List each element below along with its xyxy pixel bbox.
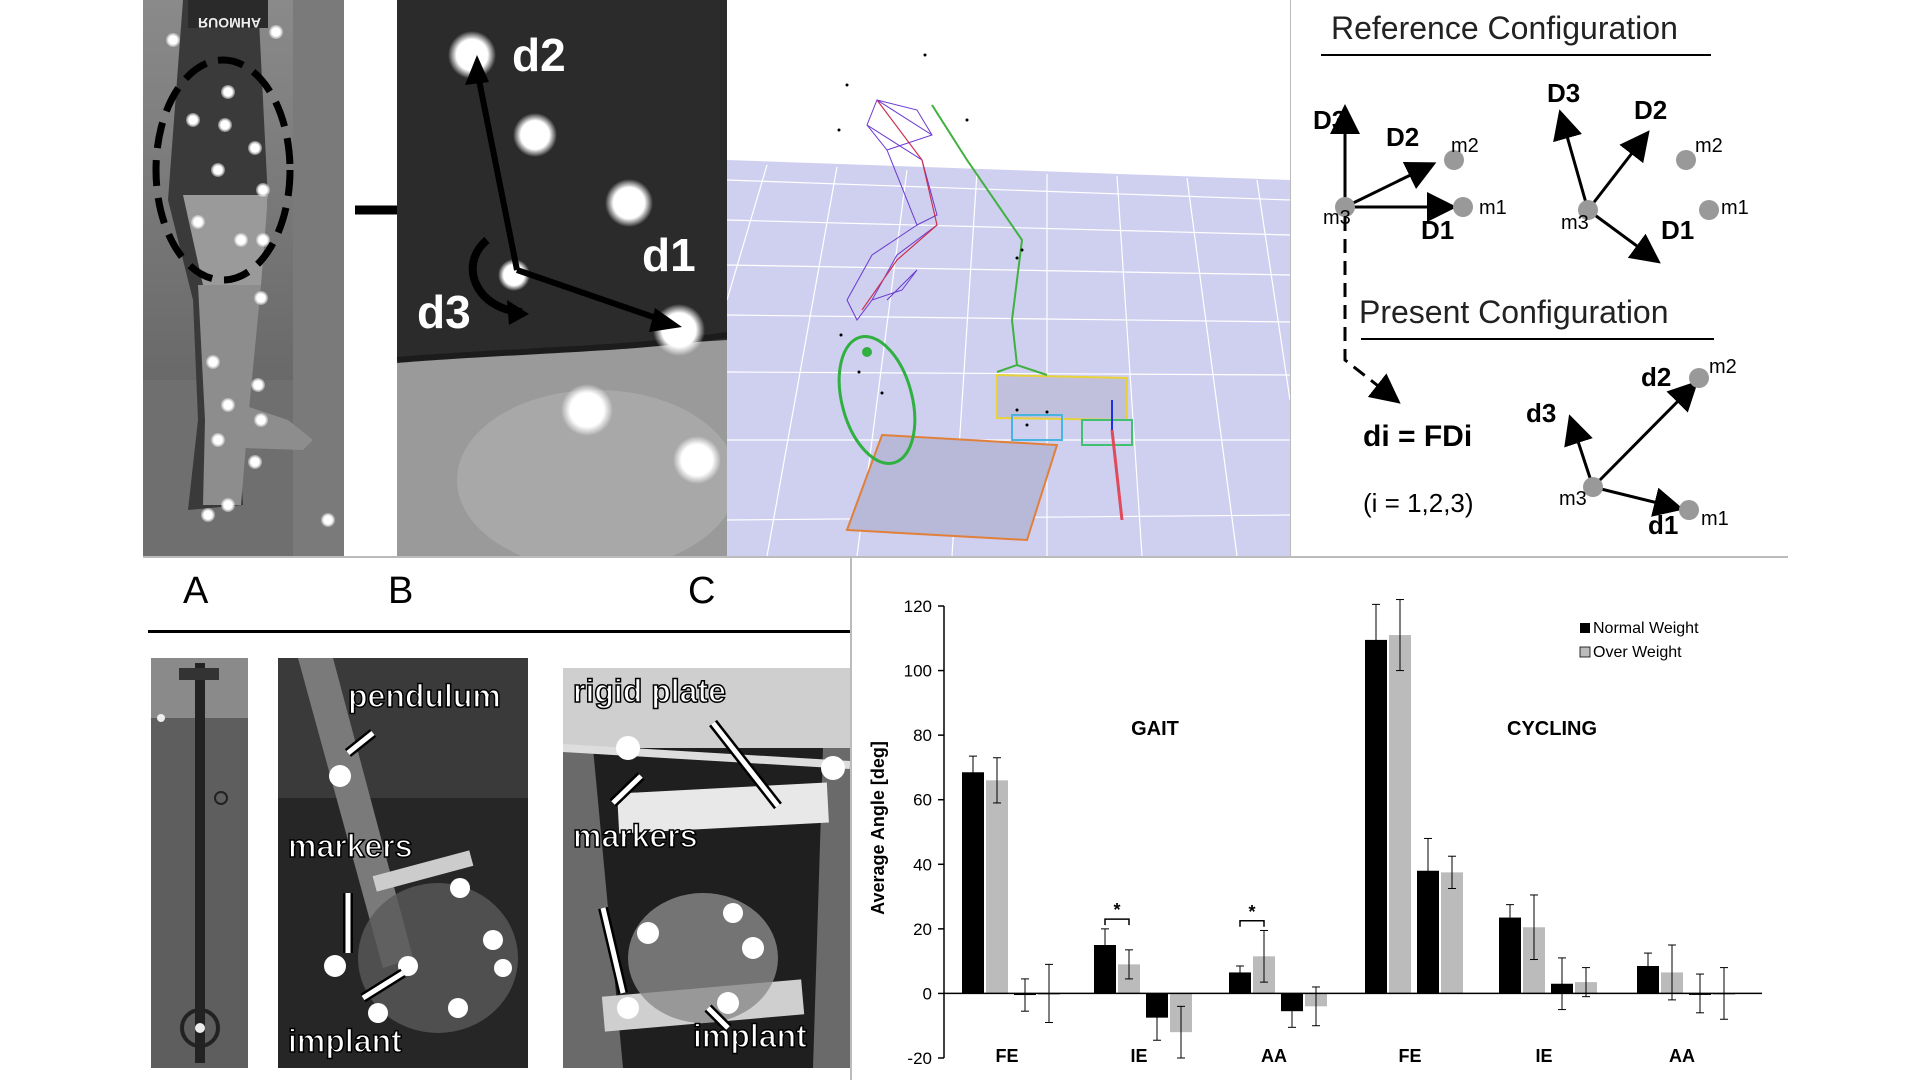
chart-panel: -20 0 20 40 60 80 100 120 * * FE IE AA FE IE AA Avera… [852, 558, 1788, 1080]
d2-label-present: d2 [1641, 362, 1672, 392]
y-tick-label: 20 [913, 920, 932, 939]
shorts-text: RUOMHA [198, 15, 261, 31]
bar [1499, 917, 1521, 994]
m1-label-2: m1 [1721, 197, 1749, 219]
d1-label: d1 [642, 229, 696, 281]
bar [1094, 945, 1116, 994]
model-3d-panel [727, 0, 1290, 556]
Dsup3-label: D3 [1547, 78, 1581, 108]
photo-B: pendulum markers implant [278, 658, 528, 1068]
bar [1441, 872, 1463, 994]
y-tick-label: 60 [913, 791, 932, 810]
photo-C: rigid plate markers implant [563, 668, 850, 1068]
separator [143, 556, 1788, 558]
rigid-plate-label: rigid plate [572, 672, 726, 710]
significance-star: * [1248, 902, 1255, 922]
d2-label: d2 [512, 29, 566, 81]
group-label-gait: GAIT [1131, 718, 1179, 740]
m1-label: m1 [1479, 197, 1507, 219]
y-tick-label: 0 [923, 984, 932, 1003]
bar [986, 780, 1008, 994]
category-label: IE [1535, 1046, 1552, 1066]
significance-bracket [1104, 918, 1130, 926]
D1-label: D1 [1421, 215, 1455, 245]
setup-panel: A B C pendulum [143, 558, 852, 1080]
d1-label-present: d1 [1648, 510, 1679, 540]
m3-label-3: m3 [1559, 488, 1587, 510]
legend-over: Over Weight [1593, 644, 1682, 661]
implant-label-C: implant [692, 1017, 807, 1055]
D3-label: D3 [1313, 105, 1347, 135]
bar [962, 772, 984, 994]
Dsup1-label: D1 [1661, 215, 1695, 245]
photo-A [151, 658, 248, 1068]
present-configuration-title: Present Configuration [1359, 294, 1669, 330]
y-tick-label: 80 [913, 726, 932, 745]
angle-bar-chart: -20 0 20 40 60 80 100 120 * * FE IE AA FE IE AA Avera… [868, 597, 1762, 1068]
header-rule [148, 630, 850, 633]
y-tick-label: 100 [904, 662, 932, 681]
bar [1229, 972, 1251, 994]
D2-label: D2 [1386, 122, 1420, 152]
label-C: C [688, 570, 716, 612]
bar [1365, 639, 1387, 994]
category-label: IE [1130, 1046, 1147, 1066]
y-tick-label: 40 [913, 855, 932, 874]
d3-label-present: d3 [1526, 398, 1557, 428]
markers-label-B: markers [287, 827, 413, 865]
equation: di = FDi [1363, 420, 1473, 453]
thigh-closeup-panel: d2 d1 d3 [397, 0, 727, 556]
bar [1637, 965, 1659, 994]
m2-label-2: m2 [1695, 135, 1723, 157]
pendulum-label: pendulum [347, 677, 501, 715]
category-label: AA [1261, 1046, 1287, 1066]
reference-configuration-title: Reference Configuration [1331, 10, 1678, 46]
y-axis-label: Average Angle [deg] [868, 741, 888, 915]
m3-label: m3 [1323, 207, 1351, 229]
bar [1523, 927, 1545, 994]
d3-label: d3 [417, 286, 471, 338]
bar [1417, 870, 1439, 994]
legend-normal: Normal Weight [1593, 620, 1699, 637]
label-B: B [388, 570, 414, 612]
significance-bracket [1239, 920, 1265, 927]
m3-label-2: m3 [1561, 212, 1589, 234]
y-tick-label: 120 [904, 597, 932, 616]
Dsup2-label: D2 [1634, 95, 1668, 125]
category-label: FE [995, 1046, 1018, 1066]
m2-label-3: m2 [1709, 356, 1737, 378]
musculoskeletal-model [727, 53, 1290, 556]
group-label-cycling: CYCLING [1507, 718, 1597, 740]
m2-label: m2 [1451, 135, 1479, 157]
significance-star: * [1113, 900, 1120, 920]
label-A: A [183, 570, 209, 612]
m1-label-3: m1 [1701, 508, 1729, 530]
markers-label-C: markers [572, 817, 698, 855]
leg-photo-panel: RUOMHA [143, 0, 344, 556]
y-tick-label: -20 [907, 1049, 932, 1068]
indices: (i = 1,2,3) [1363, 488, 1474, 518]
bar [1389, 635, 1411, 994]
legend-swatch-over [1579, 646, 1591, 658]
legend-swatch-normal [1580, 623, 1590, 633]
configuration-diagram-panel: Reference Configuration Present Configur… [1290, 0, 1789, 556]
implant-label-B: implant [287, 1022, 402, 1060]
category-label: FE [1398, 1046, 1421, 1066]
leg-photo: RUOMHA [143, 0, 344, 556]
category-label: AA [1669, 1046, 1695, 1066]
